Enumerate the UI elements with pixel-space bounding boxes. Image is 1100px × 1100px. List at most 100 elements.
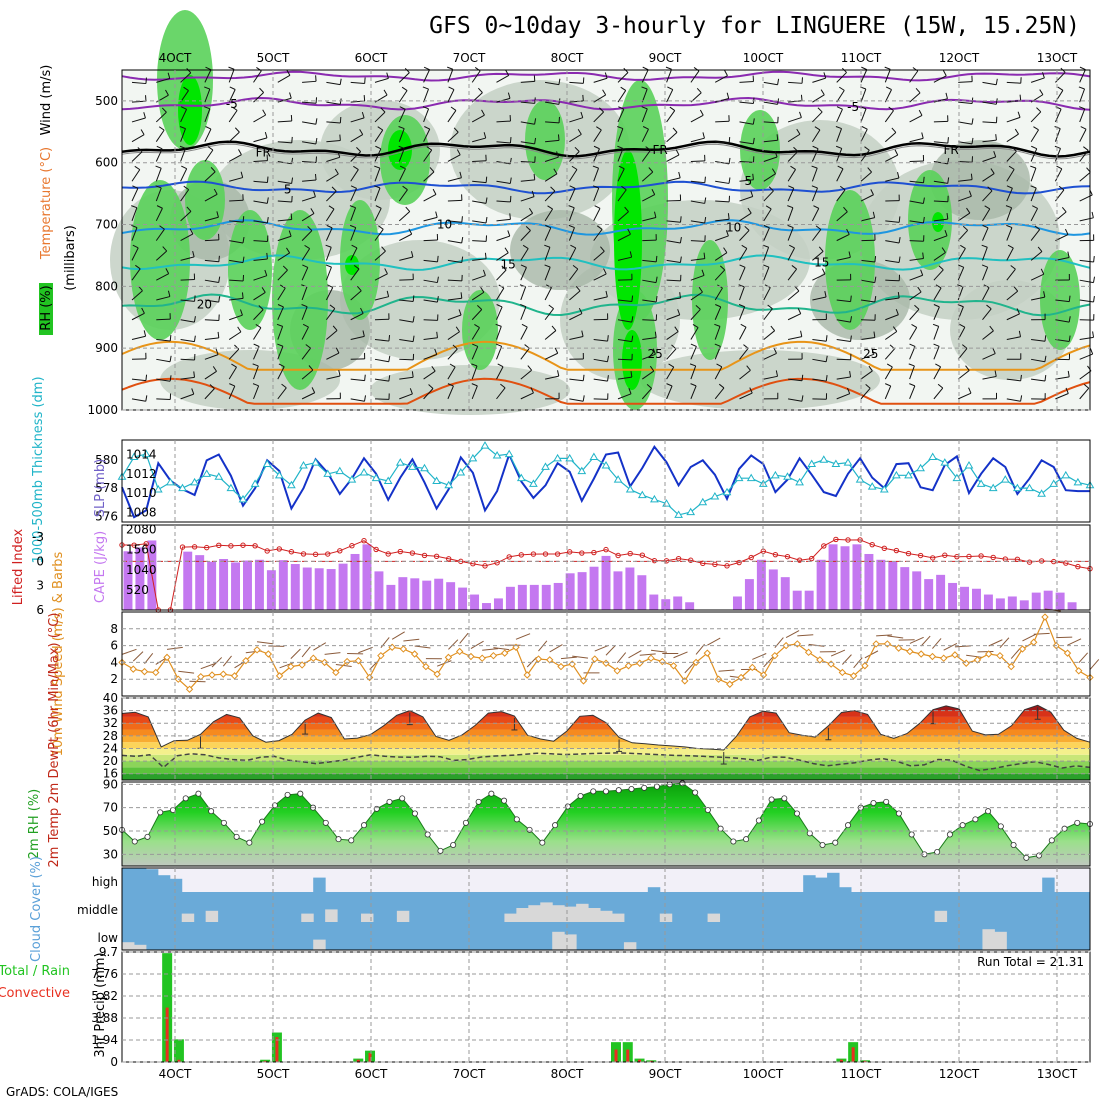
wind-barb <box>593 94 606 103</box>
wind-barb <box>568 247 577 261</box>
wind-barb <box>642 353 656 360</box>
rh-point <box>411 810 418 817</box>
wind-barb <box>472 180 487 184</box>
wind-barb <box>982 139 997 143</box>
rh-point <box>934 849 941 856</box>
lifted-index-point <box>990 554 996 561</box>
wind-barb <box>860 353 875 360</box>
cape-bar <box>756 559 766 610</box>
wind-barb-flag <box>995 98 998 105</box>
thickness-point <box>299 460 308 469</box>
wind-speed-point <box>129 665 137 673</box>
surface-wind-barb <box>876 634 893 637</box>
surface-wind-barb <box>549 644 563 653</box>
wind-barb-flag <box>1064 228 1069 235</box>
date-label-bottom: 13OCT <box>1037 1067 1078 1081</box>
wind-barb <box>131 290 143 301</box>
wind-barb <box>1079 69 1086 83</box>
wind-barb-flag <box>1031 145 1037 150</box>
wind-barb <box>836 299 851 303</box>
wind-barb <box>423 337 438 341</box>
wind-speed-point <box>219 670 228 678</box>
wind-barb <box>180 211 192 222</box>
wind-barb-flag <box>971 118 974 125</box>
wind-barb-flag <box>596 126 602 131</box>
wind-barb <box>204 239 219 242</box>
rh-point <box>399 795 406 802</box>
wind-barb-flag <box>652 348 656 355</box>
lifted-index-tick: -3 <box>32 530 44 544</box>
precip-tick: 9.7 <box>99 945 118 959</box>
wind-speed-point <box>1075 667 1083 675</box>
wind-barb-flag <box>459 171 462 178</box>
wind-barb-flag <box>604 72 608 79</box>
cape-bar <box>290 564 300 610</box>
wind-barb <box>714 287 723 301</box>
wind-barb <box>131 169 141 182</box>
wind-barb-flag <box>1036 107 1042 113</box>
date-label-bottom: 7OCT <box>453 1067 486 1081</box>
lifted-index-point <box>542 551 549 557</box>
wind-barb <box>763 121 778 124</box>
wind-barb <box>350 151 361 162</box>
date-label-bottom: 4OCT <box>159 1067 192 1081</box>
cloud-high-bar <box>803 875 816 892</box>
wind-barb-flag <box>194 295 196 302</box>
surface-wind-barb <box>616 652 627 664</box>
wind-barb-flag <box>180 106 187 110</box>
rh-point <box>653 783 660 790</box>
cape-bar <box>983 594 993 610</box>
wind-barb-flag <box>240 171 244 178</box>
wind-barb <box>690 365 697 380</box>
wind-barb-flag <box>618 106 625 110</box>
wind-barb-flag <box>477 305 483 310</box>
wind-barb <box>520 248 529 261</box>
surface-wind-barb <box>887 635 904 639</box>
wind-barb <box>447 154 461 162</box>
wind-tick: 8 <box>110 622 118 636</box>
wind-barb <box>787 336 802 341</box>
thickness-point <box>1013 483 1022 492</box>
wind-barb <box>131 151 143 162</box>
cape-bar <box>1019 600 1029 610</box>
wind-barb-flag <box>282 265 288 271</box>
wind-speed-point <box>636 659 644 667</box>
rh-saturated-core <box>178 75 202 145</box>
wind-barb-flag <box>867 167 872 173</box>
wind-barb-flag <box>558 98 561 105</box>
date-label-top: 9OCT <box>649 51 682 65</box>
wind-barb-flag <box>692 324 699 328</box>
wind-barb <box>715 218 730 222</box>
rh-point <box>348 837 355 844</box>
wind-barb <box>253 160 268 162</box>
wind-barb-flag <box>1039 89 1044 95</box>
wind-barb-flag <box>935 284 942 289</box>
cape-bar <box>314 568 324 610</box>
surface-wind-barb <box>785 630 800 639</box>
wind-barb <box>180 189 190 202</box>
wind-barb <box>350 227 357 241</box>
wind-barb <box>787 117 802 123</box>
rh-point <box>513 816 520 823</box>
isotherm-label: -5 <box>847 100 859 114</box>
wind-barb <box>228 385 236 400</box>
wind-barb-flag <box>266 176 269 183</box>
wind-barb <box>982 287 990 301</box>
wind-barb-flag <box>665 66 672 70</box>
wind-speed-point <box>354 657 363 665</box>
thickness-point <box>178 483 187 492</box>
wind-barb-flag <box>388 355 391 362</box>
wind-barb <box>350 290 362 301</box>
wind-barb-flag <box>325 244 332 248</box>
cape-bar <box>876 559 886 610</box>
wind-barb-flag <box>871 348 875 355</box>
cape-bar <box>470 594 480 610</box>
wind-barb <box>447 331 460 340</box>
surface-wind-barb <box>999 637 1010 649</box>
wind-barb-flag <box>965 365 970 371</box>
wind-barb-flag <box>315 118 318 125</box>
cape-bar <box>529 584 539 610</box>
wind-barb-flag <box>228 66 235 70</box>
wind-barb <box>374 273 388 281</box>
